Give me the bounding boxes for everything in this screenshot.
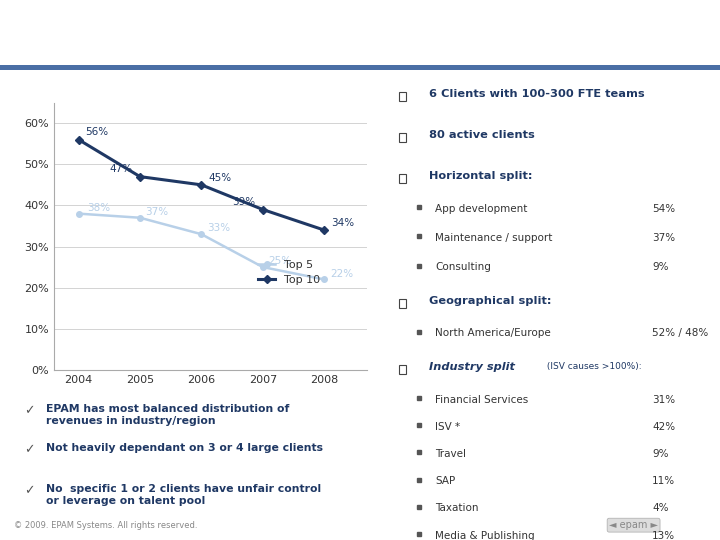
Bar [0,65,720,70]
Text: 9%: 9% [652,449,669,459]
Text: 39%: 39% [233,197,256,207]
Text: No  specific 1 or 2 clients have unfair control
or leverage on talent pool: No specific 1 or 2 clients have unfair c… [45,484,321,506]
Text: North America/Europe: North America/Europe [435,328,551,339]
Text: 56%: 56% [86,127,109,138]
Text: 37%: 37% [652,233,675,243]
Bar [399,365,405,374]
Text: ◄ epam ►: ◄ epam ► [609,520,658,530]
Text: Horizontal split:: Horizontal split: [429,171,532,181]
Text: ISV *: ISV * [435,422,460,432]
Bar [399,133,405,142]
Text: Maintenance / support: Maintenance / support [435,233,552,243]
Text: (ISV causes >100%):: (ISV causes >100%): [544,362,642,371]
Text: Client Revenue Distribution: Client Revenue Distribution [16,20,320,39]
Text: Consulting: Consulting [435,262,491,272]
Bar [399,174,405,183]
Text: 37%: 37% [145,207,168,217]
Text: 11%: 11% [652,476,675,486]
Text: Not heavily dependant on 3 or 4 large clients: Not heavily dependant on 3 or 4 large cl… [45,443,323,453]
Text: 13%: 13% [652,531,675,540]
Text: 80 active clients: 80 active clients [429,130,534,140]
Text: Geographical split:: Geographical split: [429,296,552,306]
Text: SAP: SAP [435,476,456,486]
Text: 22%: 22% [330,269,353,279]
Text: 38%: 38% [87,203,110,213]
Text: Industry split: Industry split [429,362,515,372]
Bar [399,92,405,101]
Bar [399,299,405,308]
Text: EPAM has most balanced distribution of
revenues in industry/region: EPAM has most balanced distribution of r… [45,404,289,426]
Text: 4%: 4% [652,503,669,514]
Text: 6 Clients with 100-300 FTE teams: 6 Clients with 100-300 FTE teams [429,89,644,99]
Text: 31%: 31% [652,395,675,404]
Text: 54%: 54% [652,204,675,214]
Text: 34%: 34% [331,218,354,228]
Text: 45%: 45% [208,173,231,183]
Text: Media & Publishing: Media & Publishing [435,531,535,540]
Text: 9%: 9% [652,262,669,272]
Text: Taxation: Taxation [435,503,479,514]
Text: © 2009. EPAM Systems. All rights reserved.: © 2009. EPAM Systems. All rights reserve… [14,521,198,530]
Text: 47%: 47% [109,165,132,174]
Text: ✓: ✓ [24,404,35,417]
Text: 33%: 33% [207,224,230,233]
Text: 52% / 48%: 52% / 48% [652,328,708,339]
Legend: Top 5, Top 10: Top 5, Top 10 [253,255,324,289]
Text: ✓: ✓ [24,484,35,497]
Text: App development: App development [435,204,528,214]
Text: Financial Services: Financial Services [435,395,528,404]
Text: 42%: 42% [652,422,675,432]
Text: Travel: Travel [435,449,466,459]
Text: 25%: 25% [269,256,292,266]
Text: ✓: ✓ [24,443,35,456]
